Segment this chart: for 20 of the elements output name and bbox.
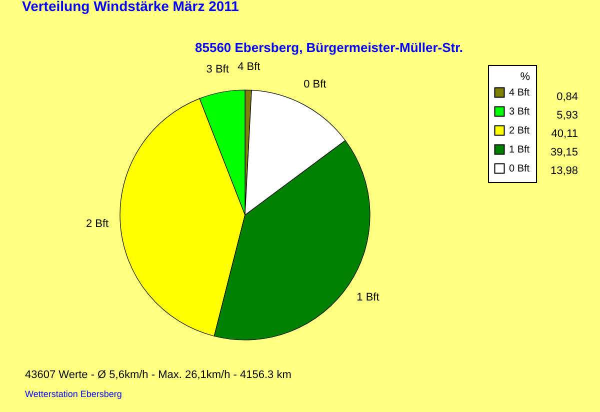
legend-title: % — [520, 71, 530, 83]
text: 43607 Werte - Ø 5,6km/h - Max. 26,1km/h - 4156.3 km — [25, 369, 292, 381]
data-label: 40,11 — [551, 128, 578, 140]
slice-label: 0 Bft — [304, 78, 326, 91]
data-label: 13,98 — [550, 165, 578, 177]
slice-label: 4 Bft — [238, 61, 260, 74]
slice-label: 2 Bft — [86, 218, 109, 230]
chart-title: Verteilung Windstärke März 2011 — [22, 0, 240, 14]
legend-label: 1 Bft — [509, 144, 530, 156]
legend-label: 0 Bft — [509, 164, 530, 174]
data-label: 39,15 — [550, 146, 578, 158]
slice-label: 1 Bft — [356, 291, 380, 304]
text: Wetterstation Ebersberg — [25, 389, 122, 399]
legend-label: 3 Bft — [509, 106, 530, 118]
data-label: 0,84 — [556, 91, 578, 103]
legend-label: 4 Bft — [509, 88, 530, 98]
slice-label: 3 Bft — [206, 64, 229, 76]
data-label: 5,93 — [556, 110, 578, 122]
chart-subtitle: 85560 Ebersberg, Bürgermeister-Müller-Str. — [195, 40, 464, 55]
legend-label: 2 Bft — [509, 126, 530, 136]
